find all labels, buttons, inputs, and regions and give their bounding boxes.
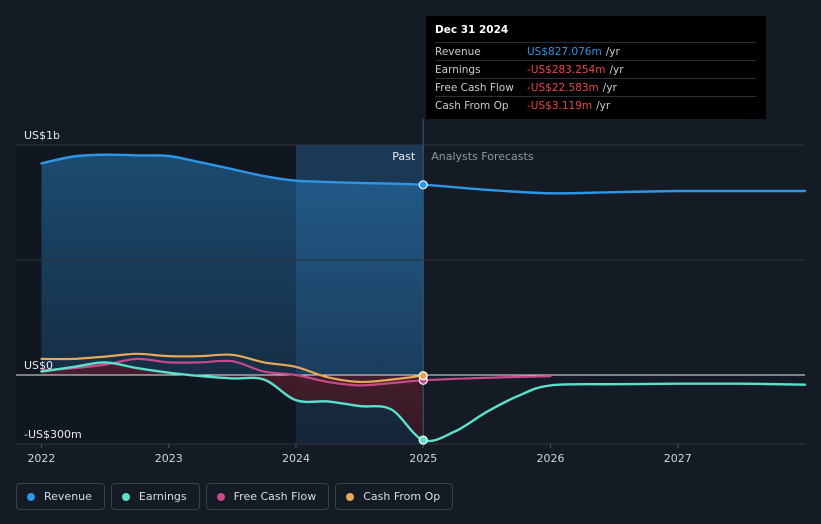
y-tick-label: US$1b [24, 129, 60, 142]
x-tick-label: 2025 [409, 452, 437, 465]
past-label: Past [392, 150, 416, 163]
x-tick-label: 2027 [664, 452, 692, 465]
earnings-marker [418, 435, 428, 445]
legend-label: Free Cash Flow [233, 490, 317, 503]
cfo-marker [418, 371, 428, 381]
x-tick-label: 2022 [27, 452, 55, 465]
tooltip-value: -US$22.583m [527, 81, 599, 94]
legend-label: Earnings [138, 490, 187, 503]
legend-item-free-cash-flow[interactable]: Free Cash Flow [205, 483, 330, 510]
tooltip-row-revenue: Revenue US$827.076m /yr [435, 42, 756, 60]
y-tick-label: US$0 [24, 359, 53, 372]
earnings-line [40, 361, 807, 443]
x-tick-label: 2026 [536, 452, 564, 465]
tooltip-label: Earnings [435, 63, 481, 76]
cfo-line [40, 352, 425, 384]
tooltip-unit: /yr [609, 63, 624, 76]
legend-label: Cash From Op [363, 490, 441, 503]
tooltip-label: Cash From Op [435, 99, 509, 112]
x-tick-label: 2024 [282, 452, 310, 465]
tooltip-row-free-cash-flow: Free Cash Flow -US$22.583m /yr [435, 78, 756, 96]
tooltip-value: -US$283.254m [527, 63, 606, 76]
x-tick-label: 2023 [155, 452, 183, 465]
tooltip-row-cash-from-op: Cash From Op -US$3.119m /yr [435, 96, 756, 114]
legend-dot-icon [121, 492, 130, 501]
legend-dot-icon [216, 492, 225, 501]
legend-label: Revenue [44, 490, 92, 503]
legend-item-revenue[interactable]: Revenue [16, 483, 105, 510]
tooltip-row-earnings: Earnings -US$283.254m /yr [435, 60, 756, 78]
legend-dot-icon [27, 492, 35, 501]
legend-item-cash-from-op[interactable]: Cash From Op [335, 483, 454, 510]
tooltip-unit: /yr [602, 81, 617, 94]
tooltip-unit: /yr [596, 99, 611, 112]
tooltip-label: Revenue [435, 45, 481, 58]
hover-tooltip: Dec 31 2024 Revenue US$827.076m /yr Earn… [426, 16, 766, 119]
forecast-label: Analysts Forecasts [431, 150, 534, 163]
revenue-marker [418, 180, 428, 190]
tooltip-unit: /yr [605, 45, 620, 58]
tooltip-value: US$827.076m [527, 45, 602, 58]
tooltip-label: Free Cash Flow [435, 81, 514, 94]
tooltip-value: -US$3.119m [527, 99, 593, 112]
revenue-line [40, 153, 807, 195]
tooltip-date: Dec 31 2024 [435, 24, 509, 36]
legend-dot-icon [346, 492, 355, 501]
legend-item-earnings[interactable]: Earnings [110, 483, 200, 510]
chart-legend: Revenue Earnings Free Cash Flow Cash Fro… [16, 483, 454, 510]
y-tick-label: -US$300m [24, 428, 82, 441]
